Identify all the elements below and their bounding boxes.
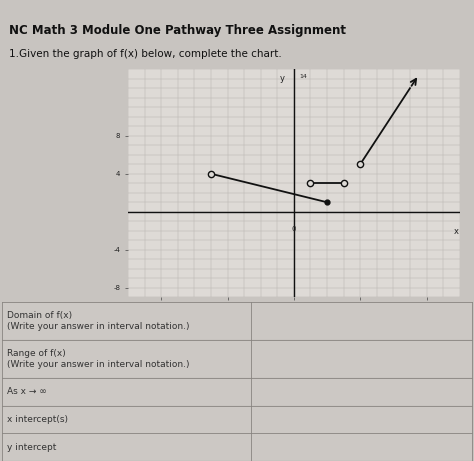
Text: 1.Given the graph of f(x) below, complete the chart.: 1.Given the graph of f(x) below, complet… <box>9 49 282 59</box>
Bar <box>2 379 472 405</box>
Text: x intercept(s): x intercept(s) <box>7 415 68 424</box>
Bar <box>2 434 472 460</box>
Text: y: y <box>280 74 285 83</box>
Text: NC Math 3 Module One Pathway Three Assignment: NC Math 3 Module One Pathway Three Assig… <box>9 24 346 37</box>
Text: y intercept: y intercept <box>7 443 56 452</box>
Text: x: x <box>454 227 459 236</box>
Text: Range of f(x)
(Write your answer in interval notation.): Range of f(x) (Write your answer in inte… <box>7 349 190 369</box>
Text: 0: 0 <box>292 226 296 232</box>
Text: As x → ∞: As x → ∞ <box>7 387 47 396</box>
Bar <box>2 303 472 339</box>
Text: Domain of f(x)
(Write your answer in interval notation.): Domain of f(x) (Write your answer in int… <box>7 311 190 331</box>
Bar <box>2 407 472 432</box>
Text: 14: 14 <box>299 74 307 79</box>
Bar <box>2 341 472 377</box>
